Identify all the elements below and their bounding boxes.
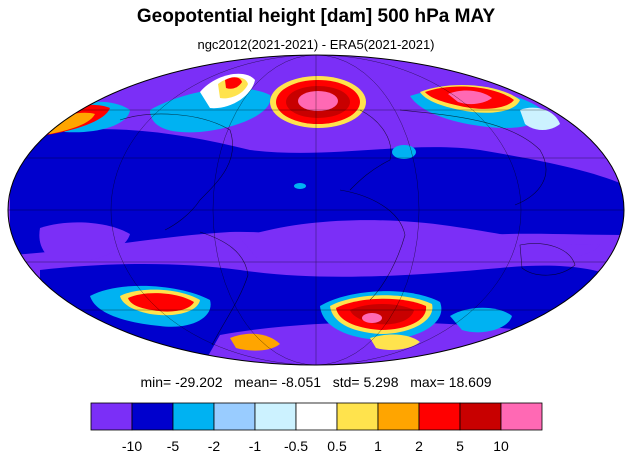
colorbar-box bbox=[336, 402, 379, 431]
anomaly-region-pink-southatlantic bbox=[362, 313, 382, 323]
colorbar-tick-label: 5 bbox=[456, 438, 464, 454]
mean-value: -8.051 bbox=[281, 374, 322, 390]
anomaly-region-purple-eastpacific bbox=[39, 222, 130, 263]
colorbar-tick-label: 2 bbox=[415, 438, 423, 454]
anomaly-region-red-greenland bbox=[225, 77, 242, 89]
colorbar-box bbox=[295, 402, 338, 431]
anomaly-region-darkblue-north bbox=[10, 129, 624, 255]
colorbar-tick-label: 0.5 bbox=[327, 438, 347, 454]
colorbar-tick-label: -2 bbox=[208, 438, 221, 454]
graticule bbox=[8, 55, 624, 365]
anomaly-region-cyan-europe bbox=[392, 145, 416, 159]
colorbar-tick-label: -5 bbox=[167, 438, 180, 454]
plot-title: Geopotential height [dam] 500 hPa MAY bbox=[136, 6, 496, 27]
coastline-asia bbox=[399, 109, 547, 206]
colorbar-tick-label: 10 bbox=[493, 438, 509, 454]
colorbar-boxes bbox=[90, 402, 543, 431]
colorbar-box bbox=[172, 402, 215, 431]
statistics-line: min= -29.202 mean= -8.051 std= 5.298 max… bbox=[0, 374, 632, 390]
colorbar-tick-label: -10 bbox=[122, 438, 142, 454]
min-label: min= bbox=[140, 374, 172, 390]
colorbar-labels: -10 -5 -2 -1 -0.5 0.5 1 2 5 10 bbox=[122, 438, 509, 454]
colorbar-box bbox=[90, 402, 133, 431]
anomaly-region-white-eastasia bbox=[520, 107, 560, 130]
anomaly-region-cyan-southindian bbox=[450, 307, 512, 333]
colorbar-tick-label: -0.5 bbox=[284, 438, 308, 454]
coastlines bbox=[119, 109, 576, 346]
anomaly-region-red-southpacific bbox=[128, 293, 194, 312]
globe-outline bbox=[7, 54, 625, 366]
coastline-europe bbox=[349, 109, 392, 191]
anomaly-region-orange-southpole bbox=[230, 333, 280, 351]
plot-subtitle: ngc2012(2021-2021) - ERA5(2021-2021) bbox=[197, 37, 435, 52]
anomaly-region-cyan-tropics bbox=[294, 183, 306, 189]
colorbar-box bbox=[131, 402, 174, 431]
mollweide-map bbox=[7, 54, 625, 366]
colorbar-box bbox=[459, 402, 502, 431]
min-value: -29.202 bbox=[175, 374, 223, 390]
anomaly-region-purple-atlantic bbox=[240, 220, 600, 264]
mean-label: mean= bbox=[234, 374, 278, 390]
max-label: max= bbox=[410, 374, 445, 390]
anomaly-region-pink-arctic bbox=[298, 91, 338, 111]
coastline-south-america bbox=[199, 231, 249, 346]
colorbar-box bbox=[377, 402, 420, 431]
coastline-north-america bbox=[119, 113, 233, 231]
colorbar-box bbox=[418, 402, 461, 431]
anomaly-region-yellow-southpole bbox=[370, 334, 420, 350]
colorbar-tick-label: 1 bbox=[374, 438, 382, 454]
colorbar-tick-label: -1 bbox=[249, 438, 262, 454]
std-value: 5.298 bbox=[363, 374, 399, 390]
colorbar-box bbox=[500, 402, 543, 431]
coastline-australia bbox=[519, 243, 576, 276]
colorbar-box bbox=[213, 402, 256, 431]
coastline-africa bbox=[339, 189, 406, 301]
std-label: std= bbox=[332, 374, 360, 390]
colorbar-box bbox=[254, 402, 297, 431]
max-value: 18.609 bbox=[448, 374, 492, 390]
anomaly-region-pink-siberia bbox=[448, 90, 492, 105]
